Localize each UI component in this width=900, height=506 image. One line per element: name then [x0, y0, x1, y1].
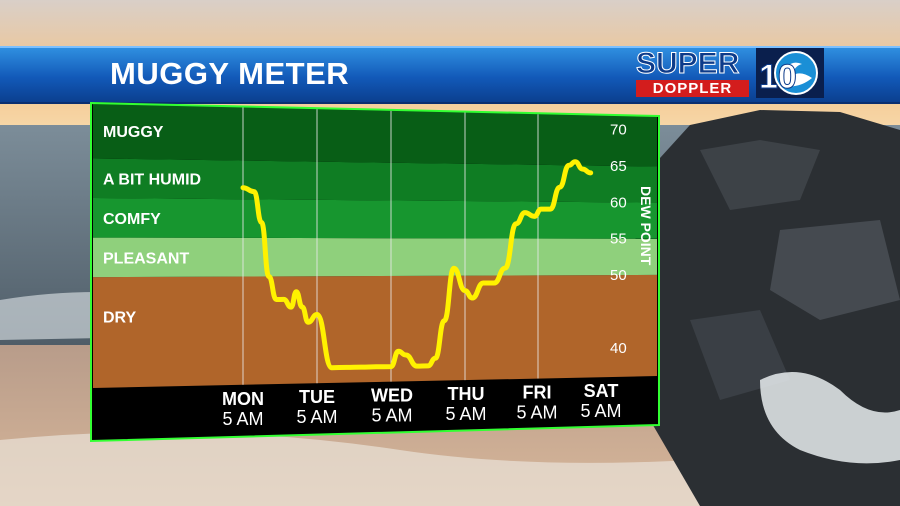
logo-ten-mark: 10 [756, 48, 824, 98]
y-tick-label: 50 [610, 267, 627, 284]
x-day-label: THU [448, 384, 485, 404]
band-a-bit-humid [93, 158, 657, 203]
page-title: MUGGY METER [110, 56, 350, 91]
x-day-label: FRI [523, 383, 552, 403]
x-time-label: 5 AM [516, 403, 557, 423]
x-day-label: MON [222, 389, 264, 409]
x-time-label: 5 AM [296, 407, 337, 427]
x-day-label: WED [371, 386, 413, 406]
comfort-bands: DRY PLEASANT COMFY A BIT HUMID MUGGY [93, 103, 657, 388]
y-axis-label: DEW POINT [638, 186, 654, 266]
x-time-label: 5 AM [580, 401, 621, 421]
y-tick-label: 60 [610, 194, 627, 211]
x-day-label: SAT [584, 381, 619, 401]
x-day-label: TUE [299, 387, 335, 407]
dew-point-line [240, 159, 594, 371]
logo-super-text: SUPER [635, 47, 740, 80]
x-time-label: 5 AM [371, 406, 412, 426]
day-gridlines [242, 107, 539, 385]
station-logo: SUPER DOPPLER 10 [632, 46, 824, 100]
band-label: A BIT HUMID [103, 171, 201, 188]
y-tick-label: 40 [610, 340, 627, 357]
band-label: PLEASANT [103, 250, 189, 267]
y-tick-label: 65 [610, 158, 627, 175]
x-time-label: 5 AM [222, 409, 263, 429]
band-label: COMFY [103, 211, 161, 228]
band-comfy [93, 198, 657, 239]
y-tick-label: 70 [610, 121, 627, 138]
y-tick-label: 55 [610, 231, 627, 248]
band-label: DRY [103, 310, 137, 327]
logo-doppler-text: DOPPLER [636, 80, 749, 97]
band-pleasant [93, 237, 657, 278]
logo-number: 10 [759, 58, 797, 96]
band-dry [93, 274, 657, 388]
band-muggy [93, 103, 657, 167]
y-axis-ticks: 40 50 55 60 65 70 [610, 121, 627, 356]
title-banner [0, 46, 900, 104]
x-time-label: 5 AM [445, 404, 486, 424]
band-label: MUGGY [103, 124, 164, 141]
